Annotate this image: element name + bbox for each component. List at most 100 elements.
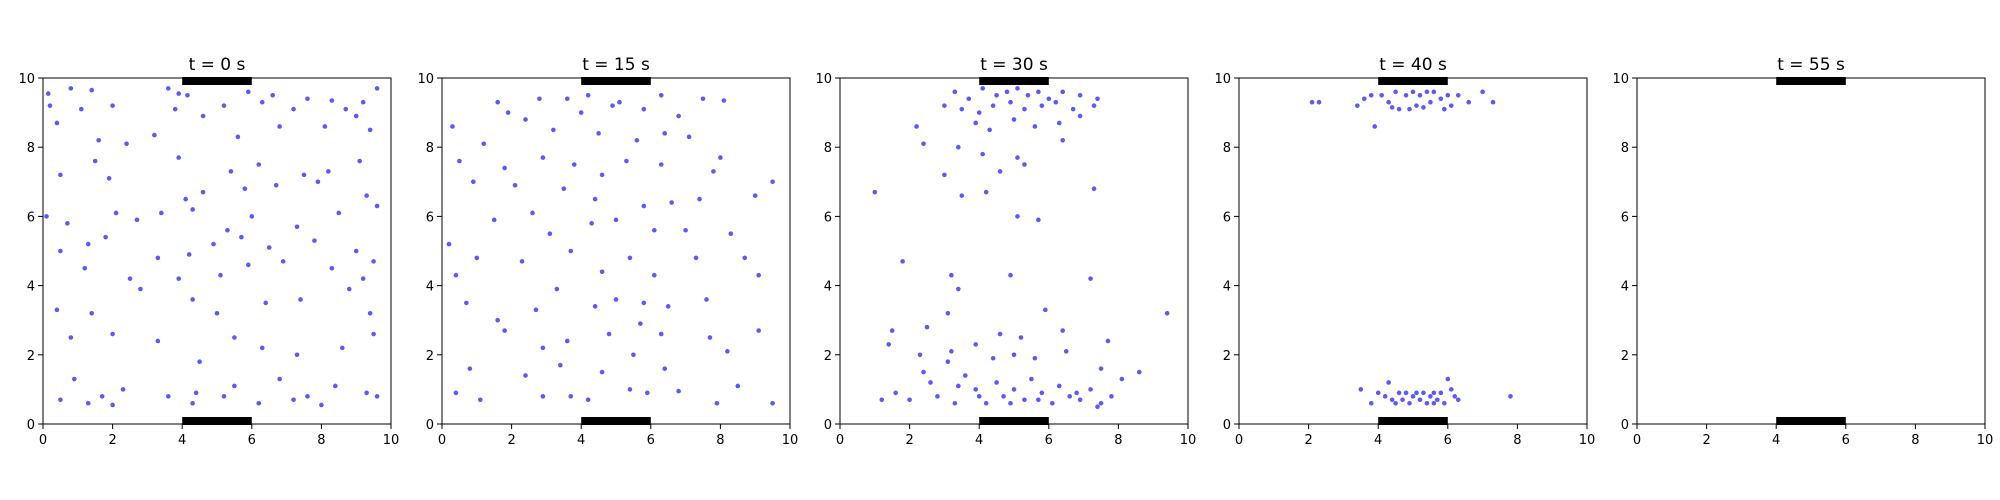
particle-point bbox=[1088, 276, 1093, 281]
y-tick-label: 0 bbox=[1621, 418, 1629, 433]
x-tick-label: 0 bbox=[1235, 433, 1243, 448]
particle-point bbox=[99, 394, 105, 399]
x-tick-label: 10 bbox=[383, 433, 400, 448]
particle-point bbox=[277, 124, 282, 129]
particle-point bbox=[606, 331, 612, 337]
particle-point bbox=[159, 210, 164, 216]
particle-point bbox=[110, 402, 115, 408]
particle-point bbox=[232, 335, 237, 340]
particle-point bbox=[990, 103, 996, 108]
particle-point bbox=[134, 217, 140, 223]
particle-point bbox=[1393, 400, 1398, 406]
particle-point bbox=[945, 359, 951, 365]
particle-point bbox=[374, 203, 380, 209]
particle-point bbox=[72, 376, 77, 382]
particle-point bbox=[183, 196, 188, 202]
particle-point bbox=[1015, 86, 1020, 91]
particle-point bbox=[547, 231, 553, 236]
particle-point bbox=[1060, 328, 1066, 333]
particle-point bbox=[273, 182, 279, 188]
particle-point bbox=[367, 127, 373, 133]
particle-point bbox=[193, 390, 199, 396]
x-tick-label: 10 bbox=[1180, 433, 1197, 448]
particle-point bbox=[956, 144, 961, 150]
particle-point bbox=[329, 98, 335, 103]
particle-point bbox=[1445, 376, 1451, 382]
panel-title: t = 15 s bbox=[582, 55, 650, 75]
particle-point bbox=[718, 155, 723, 160]
particle-point bbox=[364, 390, 369, 396]
x-tick-label: 0 bbox=[438, 433, 446, 448]
particle-point bbox=[1379, 93, 1384, 98]
particle-point bbox=[1452, 394, 1458, 399]
x-tick-label: 8 bbox=[1114, 433, 1122, 448]
particle-point bbox=[631, 352, 636, 358]
particle-point bbox=[65, 221, 70, 226]
particle-point bbox=[1022, 106, 1027, 112]
particle-point bbox=[155, 338, 161, 344]
particle-point bbox=[301, 172, 307, 178]
particle-point bbox=[561, 186, 567, 192]
particle-point bbox=[92, 158, 98, 164]
y-tick-label: 4 bbox=[1223, 280, 1231, 295]
particle-point bbox=[1368, 400, 1374, 406]
particle-point bbox=[651, 227, 657, 233]
particle-point bbox=[186, 252, 192, 257]
particle-point bbox=[312, 238, 317, 243]
particle-point bbox=[697, 196, 702, 202]
x-tick-label: 6 bbox=[647, 433, 655, 448]
particle-point bbox=[68, 86, 74, 91]
particle-point bbox=[1414, 103, 1419, 108]
y-tick-label: 10 bbox=[1214, 72, 1231, 87]
particle-point bbox=[1063, 349, 1069, 354]
x-tick-label: 10 bbox=[1579, 433, 1596, 448]
y-tick-label: 6 bbox=[1621, 210, 1629, 225]
chart-panel-4: t = 55 s 0 2 4 6 8 10 0 2 4 6 8 10 bbox=[1612, 55, 1993, 448]
particle-point bbox=[704, 297, 709, 302]
particle-point bbox=[638, 321, 643, 326]
particle-point bbox=[1355, 103, 1360, 108]
particle-point bbox=[256, 400, 262, 406]
particle-point bbox=[1448, 387, 1454, 392]
particle-point bbox=[1442, 106, 1447, 112]
particle-point bbox=[976, 394, 982, 399]
particle-point bbox=[280, 259, 286, 264]
x-tick-label: 0 bbox=[39, 433, 47, 448]
particle-point bbox=[54, 307, 60, 313]
particle-point bbox=[945, 310, 951, 316]
particle-point bbox=[641, 300, 647, 306]
particle-point bbox=[987, 127, 992, 133]
particle-point bbox=[246, 89, 251, 95]
particle-point bbox=[502, 165, 507, 171]
particle-point bbox=[1438, 390, 1444, 396]
particle-point bbox=[367, 310, 373, 316]
particle-point bbox=[564, 338, 570, 344]
particle-point bbox=[1008, 99, 1013, 105]
particle-point bbox=[1095, 404, 1100, 410]
particle-point bbox=[1074, 390, 1079, 396]
y-tick-label: 8 bbox=[426, 141, 434, 156]
particle-point bbox=[1011, 117, 1017, 122]
particle-point bbox=[221, 103, 227, 108]
particle-point bbox=[85, 241, 91, 247]
particle-point bbox=[266, 245, 272, 250]
particle-point bbox=[540, 345, 546, 351]
particle-point bbox=[669, 200, 674, 205]
particle-point bbox=[495, 99, 500, 105]
particle-point bbox=[589, 221, 594, 226]
particle-point bbox=[1508, 394, 1513, 399]
particle-point bbox=[1008, 272, 1013, 278]
particle-point bbox=[1386, 99, 1391, 105]
plot-frame bbox=[1238, 77, 1588, 425]
x-tick-label: 6 bbox=[1444, 433, 1452, 448]
particle-point bbox=[190, 297, 195, 302]
particle-point bbox=[921, 141, 926, 147]
particle-point bbox=[58, 248, 63, 254]
particle-point bbox=[249, 214, 255, 219]
particle-point bbox=[1396, 106, 1402, 112]
y-tick-label: 10 bbox=[417, 72, 434, 87]
particle-point bbox=[1039, 103, 1045, 108]
particle-point bbox=[627, 387, 633, 392]
y-tick-label: 0 bbox=[824, 418, 832, 433]
